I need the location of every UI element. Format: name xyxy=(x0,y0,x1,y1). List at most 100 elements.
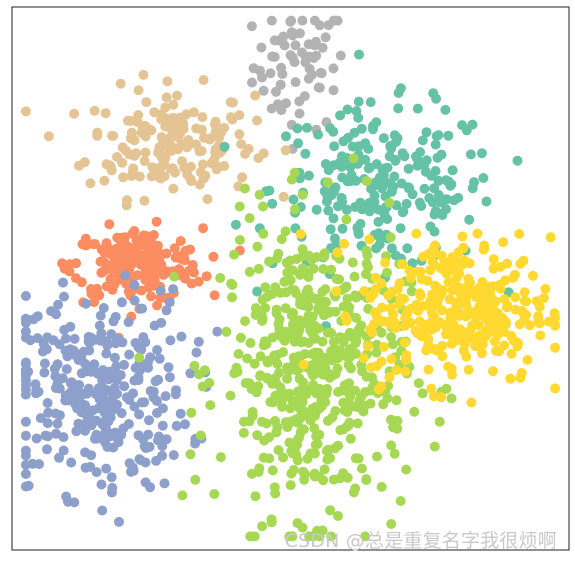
point-series-2 xyxy=(356,123,367,134)
point-series-5 xyxy=(244,266,255,277)
point-series-2 xyxy=(464,214,475,225)
point-series-3 xyxy=(119,238,129,249)
point-series-6 xyxy=(460,311,471,322)
point-series-5 xyxy=(239,183,250,194)
point-series-0 xyxy=(328,85,339,96)
point-series-6 xyxy=(488,281,499,292)
point-series-4 xyxy=(176,331,187,342)
point-series-5 xyxy=(262,372,273,383)
point-series-5 xyxy=(322,177,333,188)
point-series-3 xyxy=(102,246,113,257)
point-series-5 xyxy=(282,373,293,384)
point-series-2 xyxy=(397,148,408,159)
point-series-5 xyxy=(317,286,328,297)
point-series-2 xyxy=(441,194,452,205)
point-series-5 xyxy=(389,448,400,459)
point-series-5 xyxy=(234,235,245,245)
point-series-3 xyxy=(95,256,106,267)
point-series-6 xyxy=(433,344,444,355)
point-series-6 xyxy=(400,366,411,377)
point-series-5 xyxy=(303,250,314,261)
point-series-5 xyxy=(351,292,362,303)
point-series-4 xyxy=(43,407,54,418)
point-series-4 xyxy=(117,337,128,348)
point-series-0 xyxy=(285,50,296,61)
point-series-0 xyxy=(290,77,301,88)
point-series-5 xyxy=(253,263,264,274)
point-series-4 xyxy=(116,297,127,308)
point-series-5 xyxy=(385,232,396,243)
point-series-5 xyxy=(215,273,226,283)
point-series-5 xyxy=(275,382,286,393)
point-series-6 xyxy=(510,292,521,303)
point-series-4 xyxy=(140,477,151,488)
point-series-6 xyxy=(509,269,520,280)
point-series-2 xyxy=(288,194,299,205)
point-series-3 xyxy=(146,235,156,246)
point-series-4 xyxy=(61,364,72,375)
point-series-5 xyxy=(270,488,281,499)
point-series-5 xyxy=(384,197,395,208)
point-series-2 xyxy=(427,197,438,208)
point-series-5 xyxy=(253,381,264,392)
point-series-4 xyxy=(212,326,223,337)
point-series-6 xyxy=(423,364,434,375)
point-series-1 xyxy=(234,110,245,121)
point-series-4 xyxy=(71,426,82,437)
point-series-1 xyxy=(278,191,289,202)
point-series-6 xyxy=(505,373,516,384)
point-series-6 xyxy=(340,311,351,322)
point-series-1 xyxy=(186,161,196,172)
point-series-4 xyxy=(110,427,121,438)
point-series-5 xyxy=(441,383,452,394)
point-series-1 xyxy=(112,152,122,162)
point-series-5 xyxy=(285,480,296,491)
point-series-5 xyxy=(302,386,313,397)
point-series-0 xyxy=(276,35,287,46)
point-series-4 xyxy=(50,371,61,382)
point-series-5 xyxy=(319,464,330,475)
point-series-1 xyxy=(191,123,202,134)
point-series-2 xyxy=(433,175,444,186)
point-series-5 xyxy=(185,449,196,460)
point-series-3 xyxy=(104,219,115,230)
point-series-4 xyxy=(96,479,107,490)
point-series-5 xyxy=(287,395,298,406)
point-series-2 xyxy=(351,106,362,117)
point-series-1 xyxy=(200,170,211,181)
point-series-4 xyxy=(113,437,124,448)
point-series-6 xyxy=(457,231,468,242)
point-series-6 xyxy=(465,325,476,336)
point-series-4 xyxy=(73,355,84,365)
point-series-1 xyxy=(162,76,173,87)
point-series-4 xyxy=(123,317,134,328)
point-series-3 xyxy=(64,266,75,277)
point-series-5 xyxy=(225,390,236,401)
point-series-6 xyxy=(367,327,378,338)
point-series-5 xyxy=(258,452,269,463)
point-series-4 xyxy=(120,270,131,281)
point-series-2 xyxy=(328,160,339,171)
point-series-5 xyxy=(186,407,197,418)
point-series-6 xyxy=(362,341,373,352)
point-series-6 xyxy=(399,337,410,348)
point-series-6 xyxy=(378,316,388,327)
point-series-4 xyxy=(58,432,69,443)
point-series-4 xyxy=(20,313,31,324)
point-series-3 xyxy=(113,263,124,274)
point-series-2 xyxy=(300,148,311,159)
point-series-1 xyxy=(121,200,132,211)
point-series-6 xyxy=(514,229,525,239)
point-series-2 xyxy=(303,170,314,181)
point-series-4 xyxy=(59,291,69,302)
point-series-4 xyxy=(65,344,76,355)
point-series-6 xyxy=(444,294,455,305)
point-series-4 xyxy=(152,408,162,418)
point-series-4 xyxy=(42,431,53,442)
point-series-6 xyxy=(472,228,483,239)
point-series-2 xyxy=(431,93,442,104)
point-series-4 xyxy=(35,413,46,424)
point-series-5 xyxy=(346,343,356,354)
point-series-5 xyxy=(271,304,282,315)
point-series-6 xyxy=(331,286,342,297)
